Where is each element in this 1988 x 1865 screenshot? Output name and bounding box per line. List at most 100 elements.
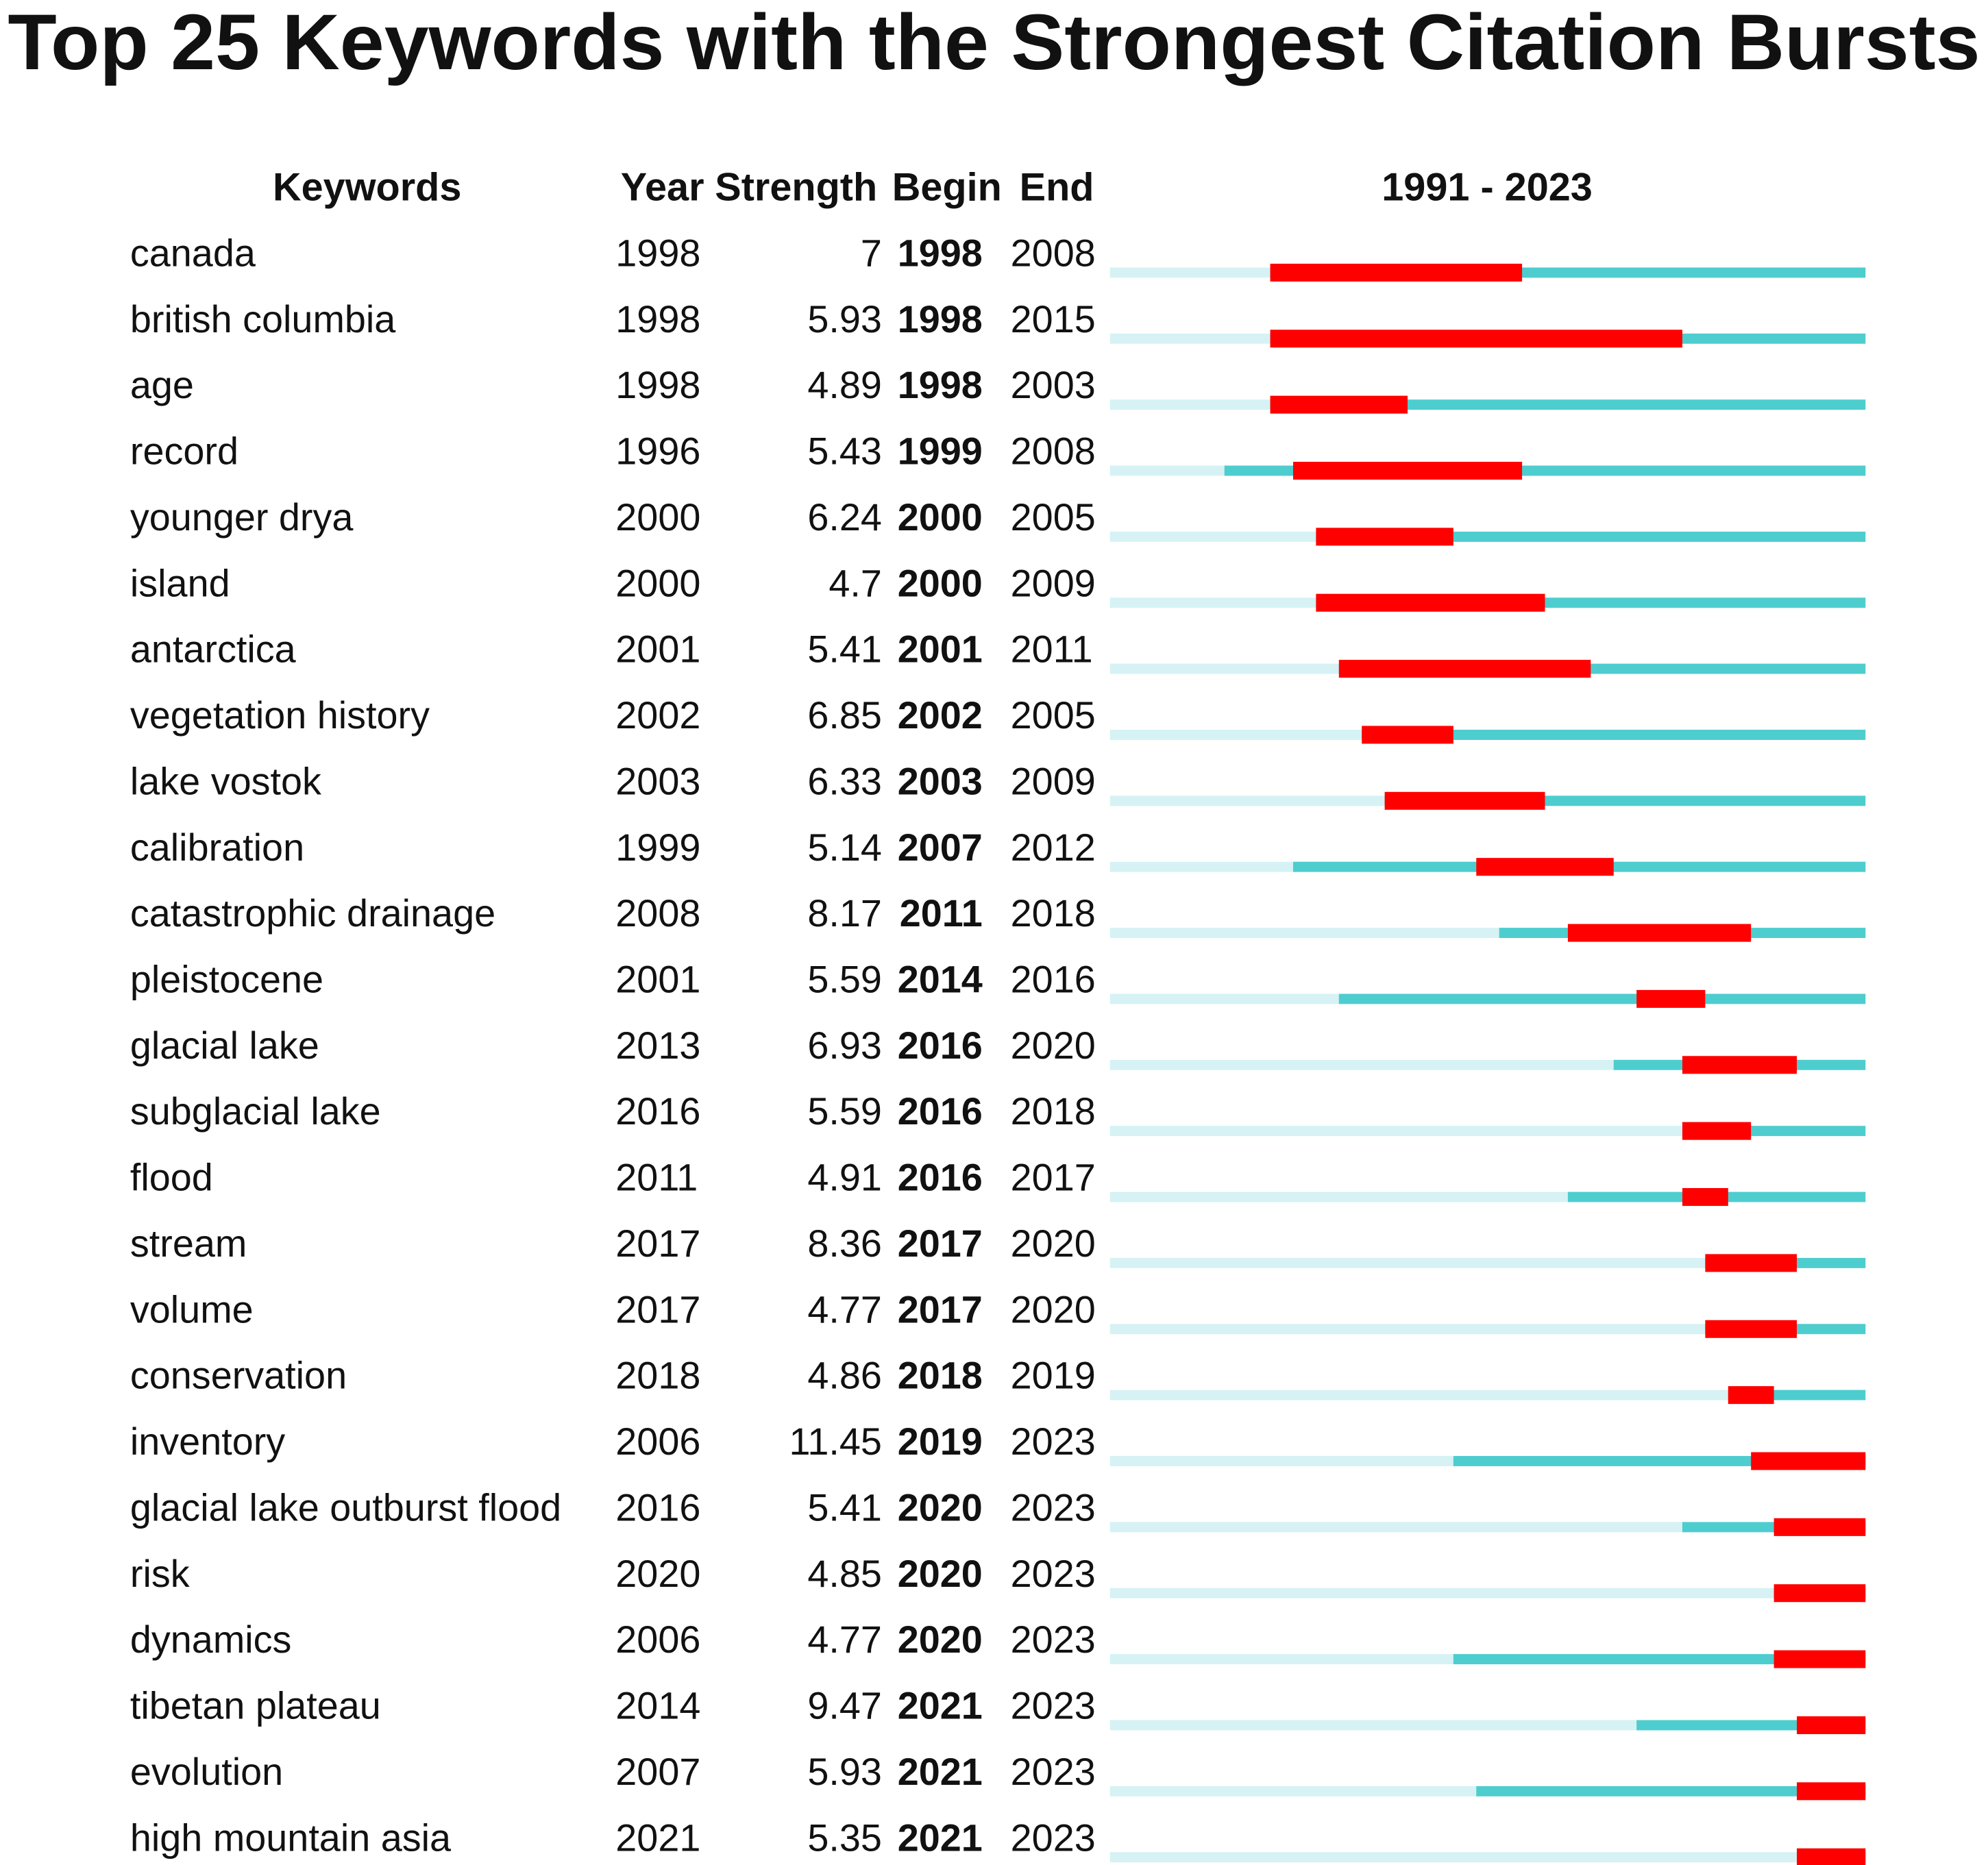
burst-span <box>1705 1320 1797 1338</box>
begin: 2020 <box>898 1553 983 1595</box>
begin: 2000 <box>898 562 983 604</box>
burst-span <box>1636 989 1706 1008</box>
keyword: high mountain asia <box>130 1816 452 1859</box>
burst-span <box>1774 1650 1866 1668</box>
year: 2001 <box>615 958 700 1000</box>
range-label: 1991 - 2023 <box>1382 165 1593 209</box>
burst-span <box>1292 461 1523 480</box>
year: 1999 <box>615 826 700 869</box>
timeline <box>1109 1522 1866 1533</box>
timeline <box>1109 1588 1866 1598</box>
keyword: pleistocene <box>130 958 323 1000</box>
keyword: antarctica <box>130 628 297 671</box>
year: 2003 <box>615 760 700 802</box>
begin: 1998 <box>898 364 983 406</box>
keyword: flood <box>130 1157 213 1199</box>
end: 2008 <box>1011 232 1096 274</box>
end: 2018 <box>1011 892 1096 935</box>
begin: 2018 <box>898 1355 983 1397</box>
year: 2021 <box>615 1816 700 1859</box>
keyword: tibetan plateau <box>130 1685 381 1727</box>
active-span <box>1270 399 1866 410</box>
burst-span <box>1682 1188 1728 1207</box>
burst-span <box>1270 395 1408 414</box>
end: 2020 <box>1011 1288 1096 1331</box>
begin: 2021 <box>898 1751 983 1793</box>
strength: 8.17 <box>807 892 882 935</box>
burst-span <box>1797 1782 1866 1801</box>
end: 2023 <box>1011 1486 1096 1529</box>
year: 2000 <box>615 562 700 604</box>
begin: 2021 <box>898 1816 983 1859</box>
begin: 1998 <box>898 298 983 341</box>
end: 2003 <box>1011 364 1096 406</box>
begin: 2020 <box>898 1618 983 1661</box>
begin: 2001 <box>898 628 983 671</box>
strength: 4.86 <box>807 1355 882 1397</box>
strength: 7 <box>861 232 882 274</box>
end: 2023 <box>1011 1553 1096 1595</box>
burst-span <box>1316 593 1545 612</box>
end: 2012 <box>1011 826 1096 869</box>
timeline <box>1109 1257 1866 1268</box>
timeline <box>1109 1390 1866 1400</box>
end: 2005 <box>1011 496 1096 539</box>
end: 2023 <box>1011 1420 1096 1463</box>
begin: 2017 <box>898 1222 983 1265</box>
keyword: glacial lake outburst flood <box>130 1486 561 1529</box>
strength: 5.41 <box>807 1486 882 1529</box>
keyword: glacial lake <box>130 1024 319 1067</box>
begin: 2003 <box>898 760 983 802</box>
begin: 2020 <box>898 1486 983 1529</box>
year: 2006 <box>615 1618 700 1661</box>
burst-span <box>1682 1122 1752 1140</box>
strength: 5.59 <box>807 1090 882 1133</box>
header: Strength <box>715 165 877 209</box>
year: 2013 <box>615 1024 700 1067</box>
year: 2006 <box>615 1420 700 1463</box>
timeline <box>1109 1852 1866 1863</box>
strength: 4.77 <box>807 1288 882 1331</box>
keyword: evolution <box>130 1751 283 1793</box>
keyword: dynamics <box>130 1618 292 1661</box>
burst-span <box>1316 528 1453 546</box>
strength: 5.14 <box>807 826 882 869</box>
burst-span <box>1476 858 1614 876</box>
end: 2009 <box>1011 760 1096 802</box>
keyword: catastrophic drainage <box>130 892 495 935</box>
keyword: record <box>130 430 238 473</box>
active-span <box>1476 1786 1866 1796</box>
burst-span <box>1797 1716 1866 1734</box>
year: 1998 <box>615 232 700 274</box>
keyword: conservation <box>130 1355 347 1397</box>
begin: 2007 <box>898 826 983 869</box>
burst-span <box>1774 1518 1866 1536</box>
burst-span <box>1567 924 1752 942</box>
strength: 4.77 <box>807 1618 882 1661</box>
end: 2020 <box>1011 1222 1096 1265</box>
active-span <box>1362 730 1866 740</box>
year: 1998 <box>615 364 700 406</box>
begin: 2000 <box>898 496 983 539</box>
year: 2001 <box>615 628 700 671</box>
year: 2018 <box>615 1355 700 1397</box>
year: 1998 <box>615 298 700 341</box>
year: 2002 <box>615 694 700 737</box>
keyword: vegetation history <box>130 694 430 737</box>
burst-span <box>1751 1452 1866 1470</box>
keyword: calibration <box>130 826 304 869</box>
keyword: stream <box>130 1222 247 1265</box>
end: 2005 <box>1011 694 1096 737</box>
end: 2023 <box>1011 1751 1096 1793</box>
strength: 6.24 <box>807 496 882 539</box>
header: End <box>1020 165 1094 209</box>
begin: 2016 <box>898 1024 983 1067</box>
timeline <box>1109 1126 1866 1137</box>
end: 2019 <box>1011 1355 1096 1397</box>
strength: 5.93 <box>807 298 882 341</box>
end: 2008 <box>1011 430 1096 473</box>
strength: 5.59 <box>807 958 882 1000</box>
end: 2020 <box>1011 1024 1096 1067</box>
strength: 4.89 <box>807 364 882 406</box>
strength: 6.85 <box>807 694 882 737</box>
